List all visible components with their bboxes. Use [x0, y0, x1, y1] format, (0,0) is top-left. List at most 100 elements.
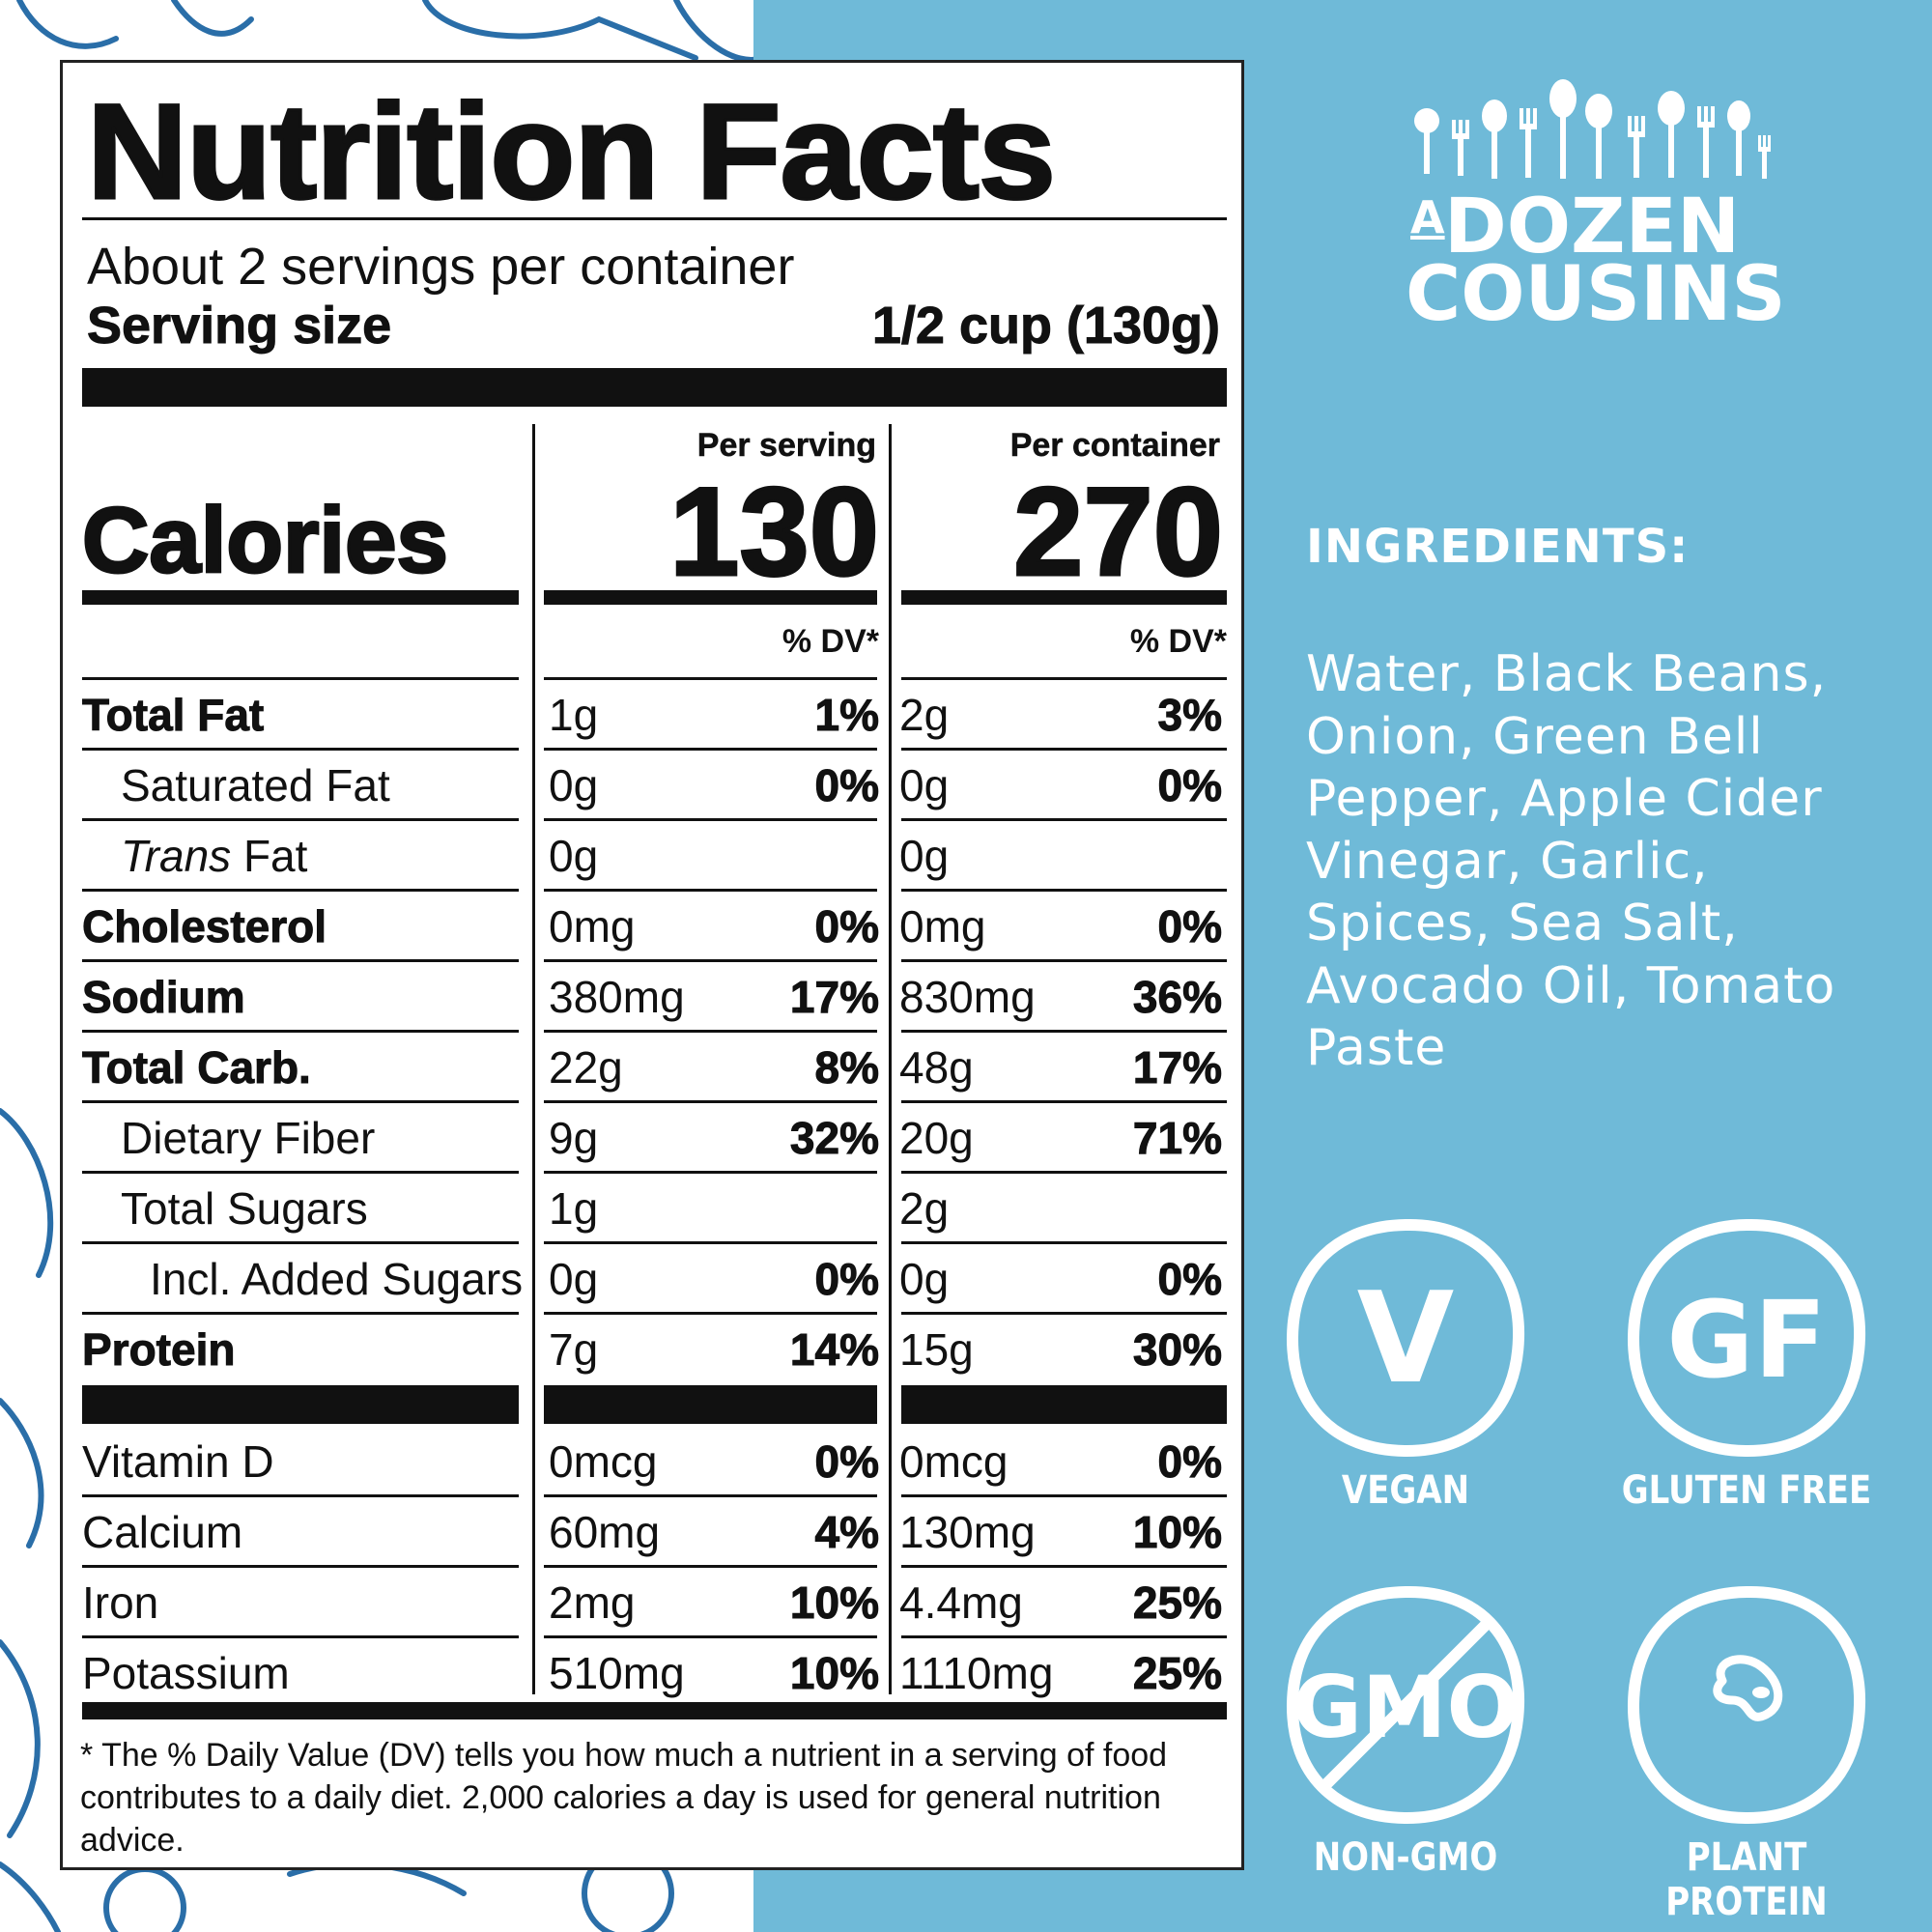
row-divider [82, 959, 519, 962]
serving-amount: 0g [549, 760, 599, 810]
row-divider [901, 818, 1227, 821]
dv-header-serving: % DV* [781, 623, 879, 660]
gluten-free-symbol: GF [1666, 1278, 1826, 1402]
serving-dv: 14% [789, 1324, 879, 1376]
row-divider [901, 959, 1227, 962]
container-amount: 0g [899, 1254, 950, 1304]
nutrient-name: Total Fat [81, 690, 265, 741]
container-dv: 25% [1132, 1577, 1222, 1629]
serving-amount: 2mg [549, 1577, 636, 1628]
nutrient-name-italic: Trans [121, 831, 232, 881]
row-divider [544, 959, 877, 962]
nutrient-name: Sodium [82, 972, 246, 1023]
badge-label-vegan: VEGAN [1341, 1468, 1470, 1513]
calories-label: Calories [81, 488, 450, 594]
row-divider [901, 1171, 1227, 1174]
doodle-illustration [0, 0, 766, 1932]
serving-amount: 22g [549, 1042, 623, 1093]
nutrition-label: Nutrition Facts About 2 servings per con… [60, 60, 1244, 1870]
nutrient-name: Dietary Fiber [121, 1113, 376, 1163]
thick-divider [82, 1385, 519, 1424]
row-divider [82, 1171, 519, 1174]
nutrient-name: Total Sugars [121, 1183, 368, 1234]
container-amount: 830mg [899, 972, 1036, 1022]
container-dv: 10% [1132, 1507, 1222, 1558]
dv-header-container: % DV* [1129, 623, 1227, 660]
row-divider [544, 1030, 877, 1033]
serving-amount: 0g [549, 1254, 599, 1304]
serving-amount: 380mg [549, 972, 685, 1022]
row-divider [544, 748, 877, 751]
row-divider [82, 1312, 519, 1315]
serving-size-label: Serving size [86, 297, 392, 355]
row-divider [82, 748, 519, 751]
serving-dv: 17% [789, 972, 879, 1023]
serving-dv: 0% [814, 760, 879, 811]
badge-label-gluten-free: GLUTEN FREE [1621, 1468, 1872, 1513]
serving-amount: 510mg [549, 1648, 685, 1698]
thick-divider [901, 1385, 1227, 1424]
nutrient-name: Iron [82, 1577, 159, 1628]
row-divider [82, 1494, 519, 1497]
row-divider [901, 677, 1227, 680]
row-divider [82, 1565, 519, 1568]
row-divider [82, 1241, 519, 1244]
brand-a: A [1410, 191, 1445, 243]
daily-value-footnote: * The % Daily Value (DV) tells you how m… [80, 1737, 1168, 1859]
nutrient-name: Potassium [82, 1648, 290, 1698]
nutrient-name: Incl. Added Sugars [150, 1254, 524, 1304]
nutrient-name: Calcium [82, 1507, 243, 1557]
vegan-symbol: V [1357, 1264, 1455, 1411]
row-divider [901, 1565, 1227, 1568]
row-divider [901, 1312, 1227, 1315]
nutrient-name: Saturated Fat [121, 760, 390, 810]
thick-divider [901, 590, 1227, 605]
badge-label-plant-protein: PLANT PROTEIN [1665, 1835, 1828, 1924]
serving-dv: 4% [814, 1507, 879, 1558]
container-dv: 71% [1132, 1113, 1222, 1164]
thick-divider [544, 1385, 877, 1424]
container-amount: 4.4mg [899, 1577, 1023, 1628]
nutrient-name: Vitamin D [82, 1436, 274, 1487]
serving-size-value: 1/2 cup (130g) [871, 297, 1220, 355]
container-dv: 3% [1157, 690, 1222, 741]
column-divider [889, 424, 892, 1694]
per-serving-header: Per serving [696, 427, 877, 465]
divider [82, 217, 1227, 220]
nutrient-name: Trans Fat [121, 830, 307, 882]
per-container-header: Per container [1009, 427, 1220, 465]
label-title: Nutrition Facts [85, 75, 1057, 227]
nutrient-name-rest: Fat [231, 831, 308, 881]
serving-dv: 0% [814, 1436, 879, 1488]
row-divider [82, 818, 519, 821]
row-divider [82, 677, 519, 680]
row-divider [82, 1635, 519, 1638]
row-divider [544, 677, 877, 680]
row-divider [901, 1241, 1227, 1244]
thick-divider [82, 1702, 1227, 1719]
container-amount: 130mg [899, 1507, 1036, 1557]
row-divider [901, 1030, 1227, 1033]
ingredients-title: INGREDIENTS: [1306, 520, 1690, 574]
serving-amount: 7g [549, 1324, 599, 1375]
container-amount: 48g [899, 1042, 974, 1093]
serving-dv: 0% [814, 901, 879, 952]
serving-dv: 8% [814, 1042, 879, 1094]
ingredients-text: Water, Black Beans, Onion, Green Bell Pe… [1306, 645, 1836, 1077]
container-amount: 2g [899, 1183, 950, 1234]
container-amount: 0mg [899, 901, 986, 952]
brand-logo: A DOZEN COUSINS [1406, 77, 1786, 348]
container-dv: 25% [1132, 1648, 1222, 1699]
row-divider [544, 1312, 877, 1315]
serving-amount: 0mg [549, 901, 636, 952]
serving-dv: 0% [814, 1254, 879, 1305]
row-divider [82, 1030, 519, 1033]
container-amount: 15g [899, 1324, 974, 1375]
serving-amount: 1g [549, 690, 599, 740]
serving-amount: 0g [549, 831, 599, 881]
row-divider [544, 1241, 877, 1244]
bean-icon [1627, 1585, 1866, 1825]
brand-line-1: DOZEN [1444, 184, 1741, 270]
container-dv: 30% [1132, 1324, 1222, 1376]
serving-dv: 10% [789, 1648, 879, 1699]
